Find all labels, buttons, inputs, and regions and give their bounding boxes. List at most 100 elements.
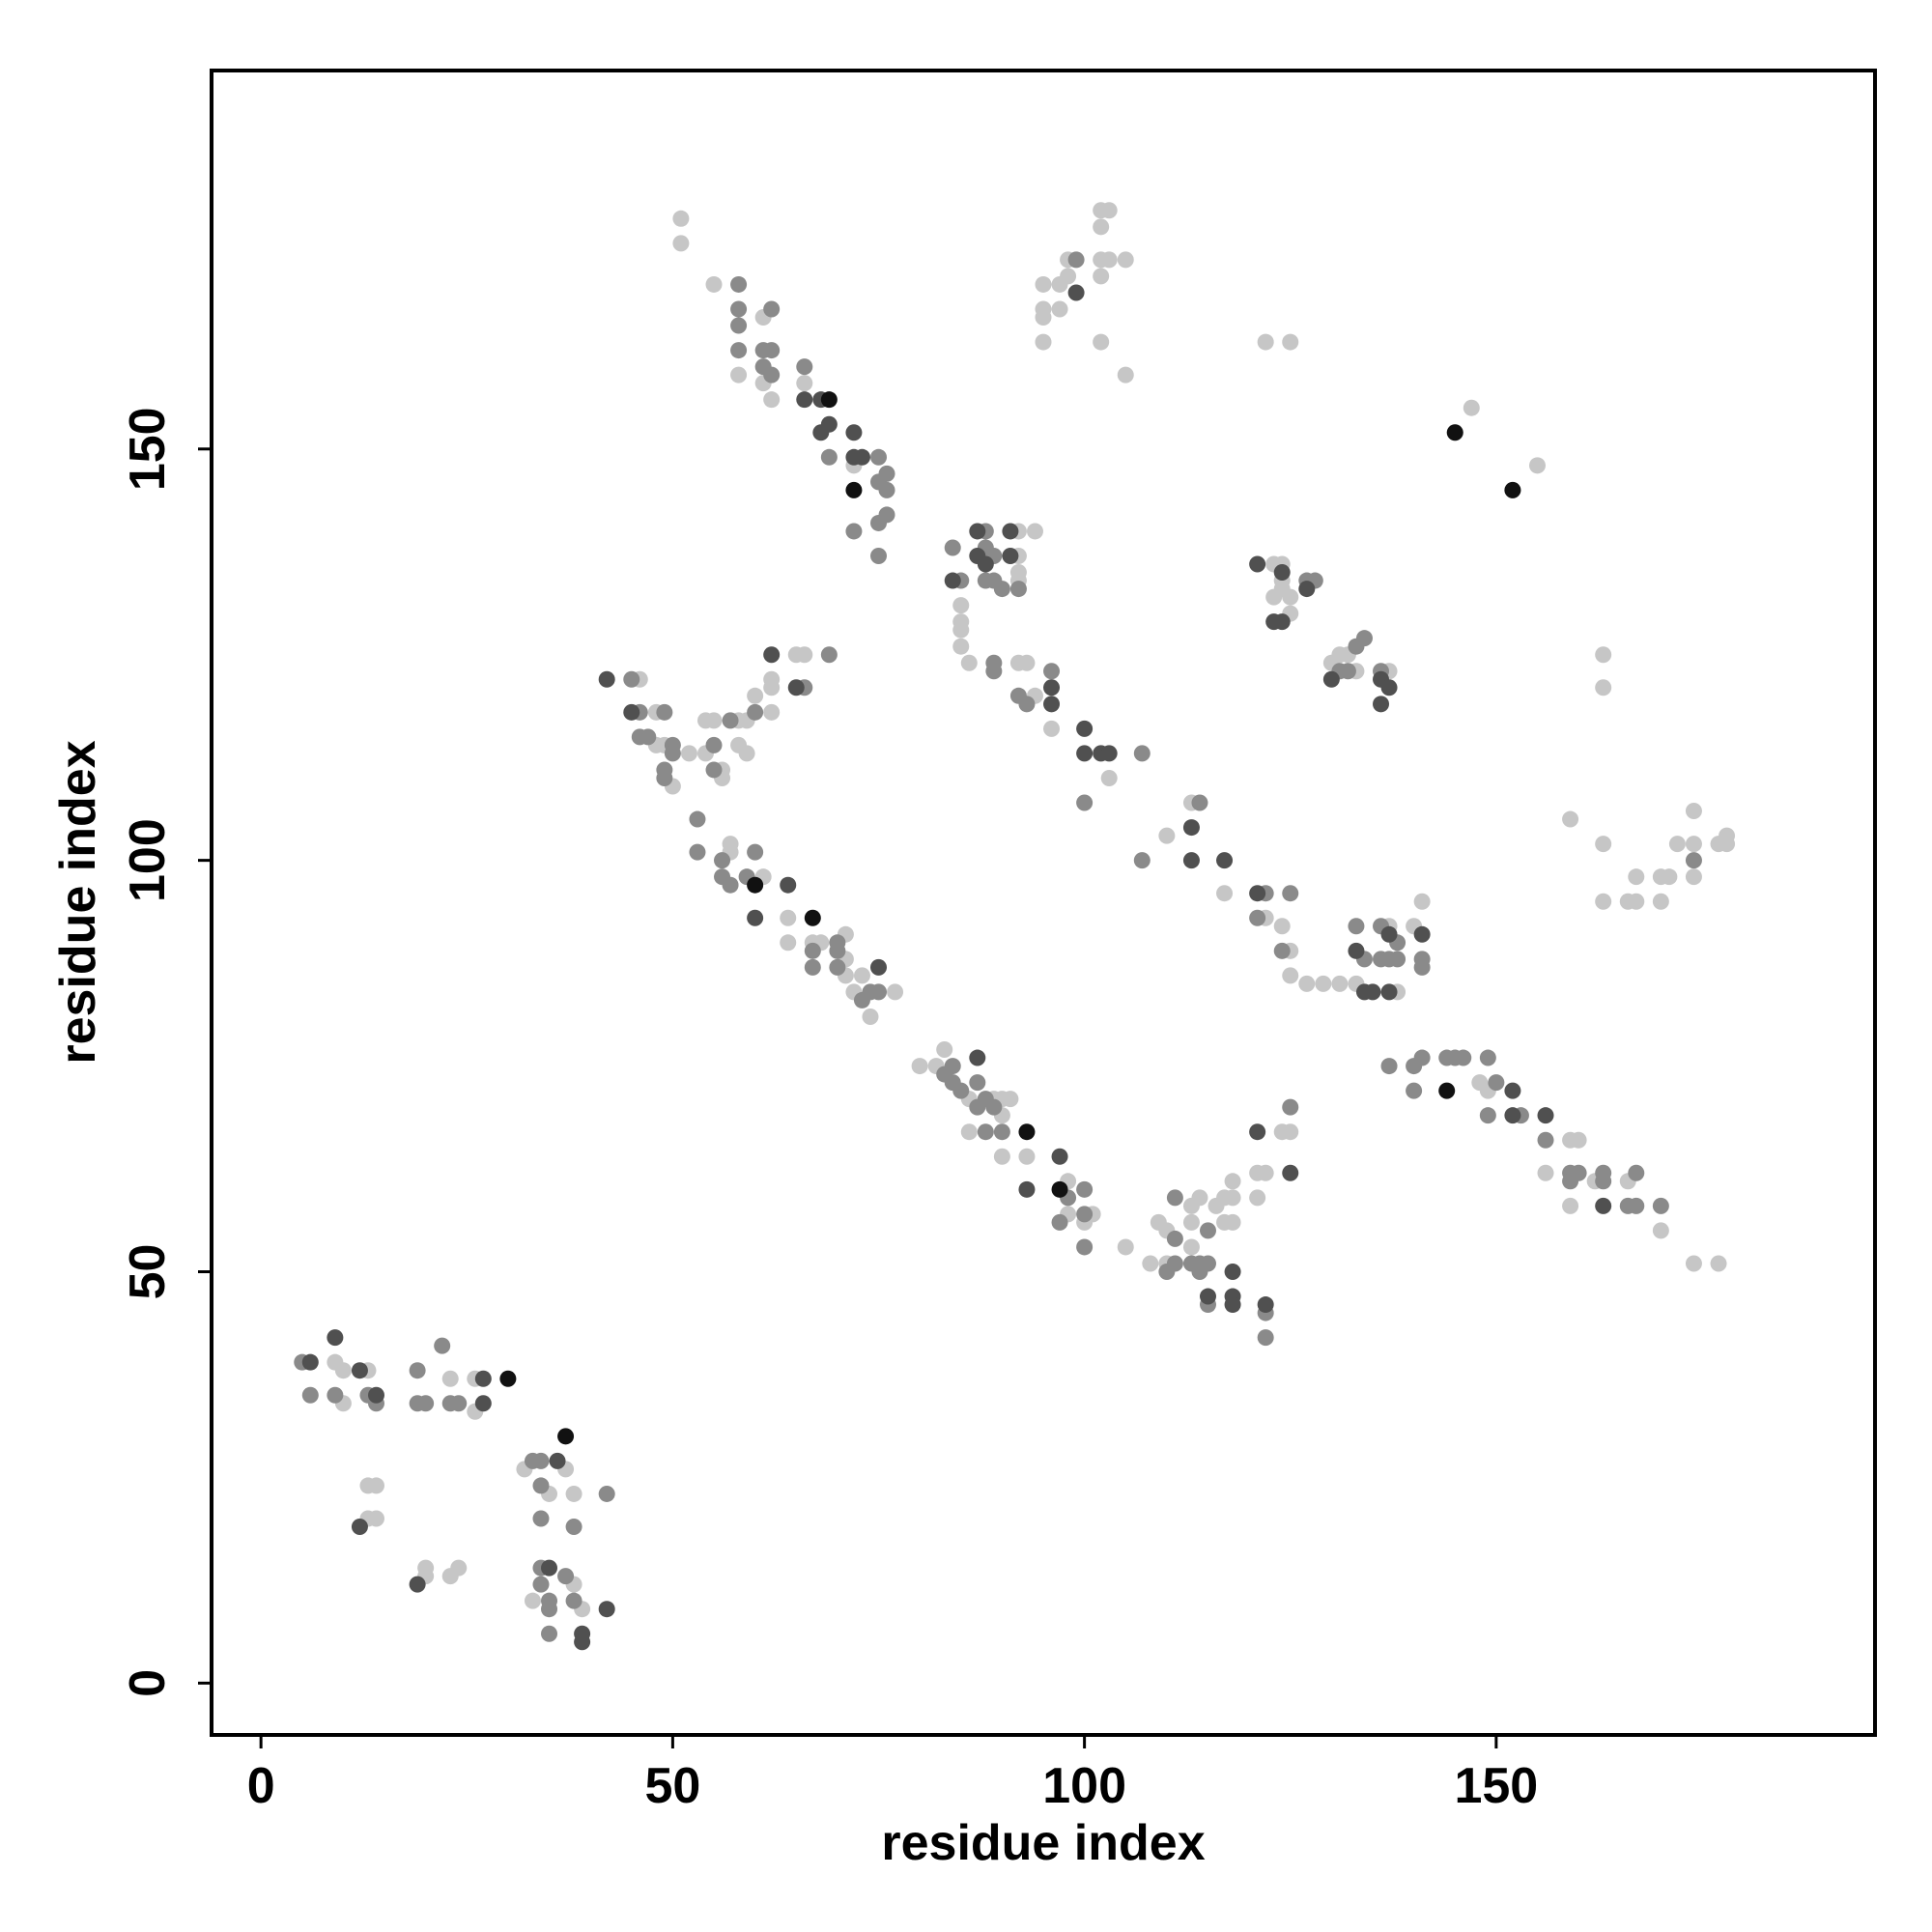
point — [1413, 893, 1431, 910]
point — [1595, 646, 1612, 664]
point — [1373, 696, 1390, 713]
point — [1438, 1082, 1456, 1099]
point — [1595, 1197, 1612, 1214]
point — [870, 958, 888, 976]
point — [1051, 1148, 1068, 1165]
y-tick-label: 50 — [120, 1244, 176, 1300]
point — [1282, 1098, 1299, 1116]
point — [1257, 1164, 1274, 1181]
point — [1364, 983, 1381, 1001]
point — [1273, 942, 1291, 959]
point — [1117, 251, 1134, 269]
point — [1710, 1255, 1727, 1272]
point — [1595, 836, 1612, 853]
point — [763, 300, 781, 318]
point — [780, 876, 797, 894]
point — [878, 465, 895, 482]
x-axis-title: residue index — [881, 1815, 1205, 1871]
point — [952, 1082, 970, 1099]
point — [1182, 1255, 1200, 1272]
point — [730, 300, 748, 318]
point — [1685, 852, 1702, 869]
point — [870, 548, 888, 565]
point — [804, 909, 821, 926]
point — [1182, 1213, 1200, 1231]
point — [1257, 1296, 1274, 1314]
point — [1322, 670, 1340, 688]
point — [1273, 613, 1291, 631]
point — [1133, 745, 1151, 762]
point — [1628, 868, 1645, 886]
x-tick-label: 100 — [1042, 1758, 1126, 1814]
point — [1685, 1255, 1702, 1272]
point — [367, 1386, 384, 1404]
point — [1224, 1213, 1241, 1231]
point — [1282, 1123, 1299, 1141]
point — [730, 366, 748, 384]
point — [598, 1601, 615, 1618]
point — [969, 1049, 986, 1066]
point — [532, 1477, 550, 1494]
point — [450, 1559, 468, 1577]
point — [1348, 942, 1365, 959]
point — [1076, 1206, 1094, 1223]
point — [1719, 827, 1736, 844]
point — [714, 852, 731, 869]
point — [845, 523, 863, 540]
point — [1380, 679, 1398, 696]
point — [1504, 1107, 1521, 1124]
point — [598, 670, 615, 688]
point — [829, 942, 846, 959]
point — [747, 909, 764, 926]
point — [1216, 885, 1234, 902]
point — [985, 1098, 1003, 1116]
point — [1199, 1288, 1216, 1305]
point — [565, 1592, 582, 1609]
point — [820, 646, 838, 664]
point — [367, 1477, 384, 1494]
point — [680, 745, 697, 762]
point — [911, 1058, 928, 1075]
point — [1224, 1173, 1241, 1190]
point — [1076, 1180, 1094, 1198]
point — [557, 1428, 575, 1445]
point — [1043, 679, 1061, 696]
point — [1100, 745, 1118, 762]
point — [1199, 1222, 1216, 1239]
point — [1595, 893, 1612, 910]
point — [796, 375, 813, 392]
point — [1479, 1049, 1496, 1066]
point — [664, 745, 681, 762]
point — [1117, 366, 1134, 384]
point — [969, 523, 986, 540]
point — [1208, 1197, 1225, 1214]
point — [853, 448, 870, 466]
point — [689, 843, 706, 861]
point — [829, 958, 846, 976]
point — [301, 1353, 319, 1371]
point — [541, 1559, 558, 1577]
point — [730, 342, 748, 359]
point — [878, 481, 895, 498]
point — [763, 366, 781, 384]
point — [1273, 918, 1291, 935]
point — [705, 761, 723, 779]
point — [845, 481, 863, 498]
point — [598, 1485, 615, 1502]
point — [1685, 868, 1702, 886]
point — [887, 983, 904, 1001]
point — [722, 876, 739, 894]
plot-frame — [210, 69, 1877, 1737]
point — [870, 448, 888, 466]
point — [1076, 1238, 1094, 1256]
point — [1100, 202, 1118, 219]
point — [1380, 1058, 1398, 1075]
point — [722, 836, 739, 853]
point — [532, 1576, 550, 1593]
x-tick-label: 50 — [644, 1758, 700, 1814]
point — [1093, 333, 1110, 351]
point — [969, 1074, 986, 1092]
point — [1355, 630, 1373, 647]
point — [985, 663, 1003, 680]
